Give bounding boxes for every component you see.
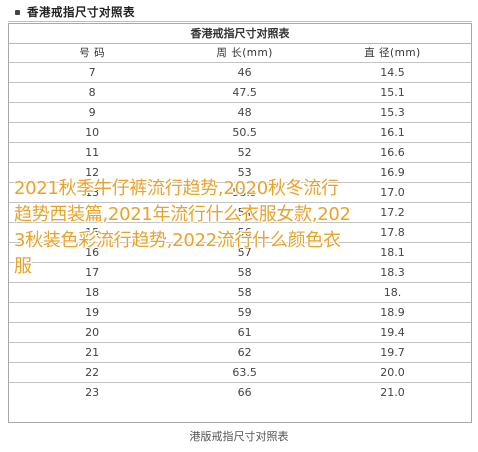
cell-circumference: 66 <box>237 386 252 399</box>
table-row: 11 52 16.6 <box>9 142 471 163</box>
cell-size-number: 21 <box>9 342 176 363</box>
table-row: 21 62 19.7 <box>9 342 471 363</box>
table-row: 7 46 14.5 <box>9 62 471 83</box>
table-row: 18 58 18. <box>9 282 471 303</box>
cell-circumference: 54 <box>175 202 314 223</box>
cell-diameter: 18.1 <box>313 242 471 263</box>
title-divider <box>8 21 472 22</box>
table-row: 22 63.5 20.0 <box>9 362 471 383</box>
cell-diameter: 19.7 <box>313 342 471 363</box>
cell-size-number: 8 <box>9 82 176 103</box>
cell-size-number: 14 <box>9 202 176 223</box>
cell-diameter: 19.4 <box>313 322 471 343</box>
cell-diameter: 15.1 <box>313 82 471 103</box>
cell-size-number: 7 <box>9 62 176 83</box>
cell-size-number: 13 <box>9 182 176 203</box>
table-row: 17 58 18.3 <box>9 262 471 283</box>
cell-circumference: 53.5 <box>175 182 314 203</box>
cell-circumference: 58 <box>175 262 314 283</box>
column-header-diameter: 直 径(mm) <box>313 43 471 63</box>
cell-size-number: 23 <box>85 386 100 399</box>
cell-circumference: 61 <box>175 322 314 343</box>
cell-size-number: 18 <box>9 282 176 303</box>
table-row: 13 53.5 17.0 <box>9 182 471 203</box>
cell-size-number: 22 <box>9 362 176 383</box>
cell-diameter: 18.3 <box>313 262 471 283</box>
cell-diameter: 16.6 <box>313 142 471 163</box>
table-row: 15 56 17.8 <box>9 222 471 243</box>
cell-diameter: 16.9 <box>313 162 471 183</box>
cell-size-number: 19 <box>9 302 176 323</box>
table-row: 8 47.5 15.1 <box>9 82 471 103</box>
cell-diameter: 18.9 <box>313 302 471 323</box>
cell-diameter: 21.0 <box>380 386 405 399</box>
cell-size-number: 17 <box>9 262 176 283</box>
table-row: 10 50.5 16.1 <box>9 122 471 143</box>
cell-size-number: 16 <box>9 242 176 263</box>
cell-size-number: 20 <box>9 322 176 343</box>
cell-size-number: 15 <box>9 222 176 243</box>
image-caption: 港版戒指尺寸对照表 <box>189 430 289 443</box>
table-row: 20 61 19.4 <box>9 322 471 343</box>
table-row: 16 57 18.1 <box>9 242 471 263</box>
cell-size-number: 12 <box>9 162 176 183</box>
cell-diameter: 18. <box>313 282 471 303</box>
page-title: 香港戒指尺寸对照表 <box>27 5 135 19</box>
ring-size-table-frame: 香港戒指尺寸对照表 号 码 周 长(mm) 直 径(mm) 7 46 14.5 8 47… <box>8 23 472 423</box>
table-row: 19 59 18.9 <box>9 302 471 323</box>
cell-circumference: 63.5 <box>175 362 314 383</box>
overlay-headline-text: 2021秋季牛仔裤流行趋势,2020秋冬流行趋势西装篇,2021年流行什么衣服女… <box>14 178 351 277</box>
cell-diameter: 14.5 <box>313 62 471 83</box>
cell-size-number: 10 <box>9 122 176 143</box>
cell-circumference: 46 <box>175 62 314 83</box>
title-bar: 香港戒指尺寸对照表 <box>8 2 472 22</box>
cell-circumference: 48 <box>175 102 314 123</box>
table-row: 14 54 17.2 <box>9 202 471 223</box>
column-header-size-number: 号 码 <box>9 43 176 63</box>
cell-circumference: 57 <box>175 242 314 263</box>
cell-circumference: 59 <box>175 302 314 323</box>
cell-circumference: 58 <box>175 282 314 303</box>
table-row: 12 53 16.9 <box>9 162 471 183</box>
cell-circumference: 50.5 <box>175 122 314 143</box>
cell-diameter: 17.8 <box>313 222 471 243</box>
column-header-circumference: 周 长(mm) <box>175 43 314 63</box>
cell-size-number: 9 <box>9 102 176 123</box>
cell-size-number: 11 <box>9 142 176 163</box>
cell-diameter: 20.0 <box>313 362 471 383</box>
ring-size-table: 号 码 周 长(mm) 直 径(mm) 7 46 14.5 8 47.5 15.1 9 48 1… <box>9 43 471 402</box>
cell-circumference: 62 <box>175 342 314 363</box>
cell-diameter: 17.2 <box>313 202 471 223</box>
table-heading: 香港戒指尺寸对照表 <box>9 24 471 44</box>
table-header-row: 号 码 周 长(mm) 直 径(mm) <box>9 43 471 63</box>
cell-diameter: 17.0 <box>313 182 471 203</box>
cell-diameter: 15.3 <box>313 102 471 123</box>
table-body: 7 46 14.5 8 47.5 15.1 9 48 15.3 10 50.5 16.1 11 52 16.… <box>9 62 471 403</box>
table-row: 9 48 15.3 <box>9 102 471 123</box>
cell-circumference: 52 <box>175 142 314 163</box>
cell-diameter: 16.1 <box>313 122 471 143</box>
cell-circumference: 56 <box>175 222 314 243</box>
table-row: 23 66 21.0 <box>9 383 471 403</box>
cell-circumference: 47.5 <box>175 82 314 103</box>
cell-circumference: 53 <box>175 162 314 183</box>
square-bullet-icon <box>12 7 22 17</box>
